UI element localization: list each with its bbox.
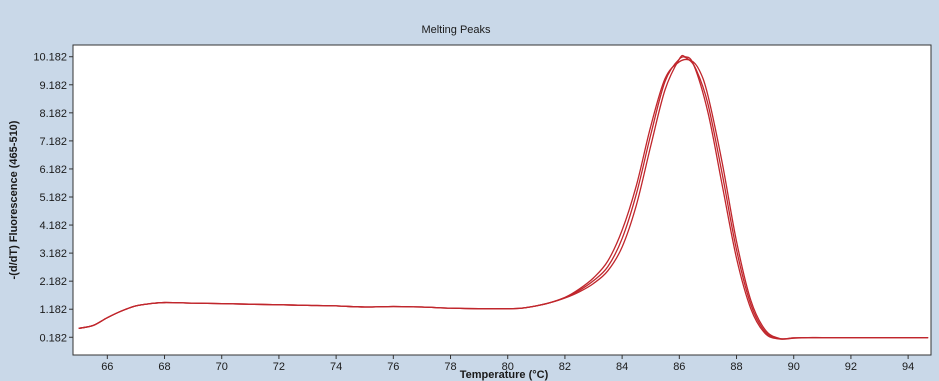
x-tick-label: 90 [788, 361, 800, 373]
x-tick-label: 76 [387, 361, 399, 373]
x-axis-ticks: 66 68 70 72 74 76 78 80 82 84 86 88 90 92 94 [101, 355, 914, 373]
x-tick-label: 74 [330, 361, 342, 373]
y-tick-label: 8.182 [39, 108, 67, 120]
y-tick-label: 5.182 [39, 192, 67, 204]
x-tick-label: 68 [158, 361, 170, 373]
y-tick-label: 1.182 [39, 304, 67, 316]
chart-title: Melting Peaks [421, 24, 491, 36]
y-tick-label: 10.182 [33, 52, 67, 64]
x-tick-label: 82 [559, 361, 571, 373]
y-axis-ticks: 0.182 1.182 2.182 3.182 4.182 5.182 6.182 7.182… [33, 52, 73, 344]
x-tick-label: 80 [502, 361, 514, 373]
y-tick-label: 9.182 [39, 80, 67, 92]
melting-curve-line-3 [78, 58, 929, 340]
x-tick-label: 92 [845, 361, 857, 373]
x-tick-label: 72 [273, 361, 285, 373]
y-tick-label: 6.182 [39, 164, 67, 176]
y-axis-title: -(d/dT) Fluorescence (465-510) [8, 120, 20, 279]
series-group [78, 54, 929, 340]
y-tick-label: 2.182 [39, 276, 67, 288]
y-tick-label: 4.182 [39, 220, 67, 232]
x-tick-label: 66 [101, 361, 113, 373]
y-tick-label: 3.182 [39, 248, 67, 260]
y-tick-label: 0.182 [39, 332, 67, 344]
x-tick-label: 88 [730, 361, 742, 373]
x-tick-label: 78 [444, 361, 456, 373]
x-tick-label: 70 [216, 361, 228, 373]
x-tick-label: 86 [673, 361, 685, 373]
x-tick-label: 84 [616, 361, 628, 373]
x-axis-title: Temperature (°C) [460, 369, 549, 381]
y-tick-label: 7.182 [39, 136, 67, 148]
x-tick-label: 94 [902, 361, 914, 373]
